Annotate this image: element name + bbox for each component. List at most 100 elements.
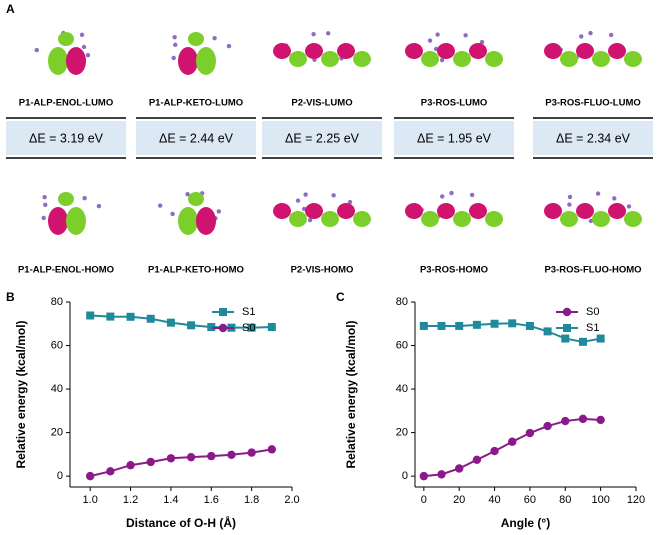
orbital-lobe bbox=[66, 207, 86, 235]
lumo-label: P3-ROS-LUMO bbox=[421, 98, 488, 109]
legend-label: S1 bbox=[242, 306, 255, 318]
atom bbox=[185, 191, 190, 197]
marker bbox=[267, 323, 276, 332]
legend-label: S1 bbox=[586, 322, 599, 334]
orbital-lobe bbox=[485, 51, 503, 67]
atom bbox=[331, 193, 336, 198]
legend-marker bbox=[562, 307, 572, 317]
x-tick-label: 40 bbox=[488, 494, 500, 506]
gap-box bbox=[6, 121, 126, 155]
x-tick-label: 1.4 bbox=[163, 494, 178, 506]
orbital-lobe bbox=[289, 211, 307, 227]
y-tick-label: 0 bbox=[402, 470, 408, 482]
x-tick-label: 1.6 bbox=[204, 494, 219, 506]
orbital-lobe bbox=[353, 211, 371, 227]
atom bbox=[469, 192, 475, 198]
x-tick-label: 100 bbox=[591, 494, 609, 506]
marker bbox=[126, 312, 135, 321]
x-tick-label: 60 bbox=[524, 494, 536, 506]
atom bbox=[172, 34, 177, 40]
orbital-lobe bbox=[273, 43, 291, 59]
marker bbox=[561, 416, 570, 426]
orbital-lobe bbox=[405, 203, 423, 219]
orbital-lobe bbox=[576, 203, 594, 219]
orbital-lobe bbox=[188, 32, 204, 46]
marker bbox=[455, 321, 464, 330]
orbital-lobe bbox=[305, 43, 323, 59]
marker bbox=[106, 312, 115, 321]
atom bbox=[81, 44, 87, 50]
atom bbox=[173, 42, 178, 47]
energy-gap: ΔE = 2.25 eV bbox=[285, 131, 360, 145]
y-tick-label: 80 bbox=[51, 296, 63, 308]
marker bbox=[106, 467, 115, 476]
atom bbox=[449, 190, 454, 196]
atom bbox=[439, 57, 445, 63]
atom bbox=[479, 39, 485, 45]
orbital-lobe bbox=[469, 203, 487, 219]
x-tick-label: 1.0 bbox=[83, 494, 98, 506]
orbital-lobe bbox=[58, 192, 74, 206]
marker bbox=[508, 437, 517, 446]
orbital-lobe bbox=[469, 43, 487, 59]
marker bbox=[472, 455, 482, 464]
x-tick-label: 1.2 bbox=[123, 494, 138, 506]
atom bbox=[588, 218, 594, 224]
atom bbox=[170, 211, 175, 217]
atom bbox=[226, 43, 232, 49]
orbital-lobe bbox=[421, 51, 439, 67]
orbital-lobe bbox=[608, 203, 626, 219]
orbital-image bbox=[34, 30, 91, 75]
atom bbox=[626, 204, 632, 209]
homo-label: P1-ALP-ENOL-HOMO bbox=[18, 265, 114, 276]
atom bbox=[435, 32, 440, 37]
orbital-image bbox=[273, 31, 371, 67]
atom bbox=[157, 203, 163, 208]
x-axis-label: Distance of O-H (Å) bbox=[126, 515, 236, 530]
atom bbox=[85, 52, 91, 58]
atom bbox=[579, 34, 584, 39]
orbital-lobe bbox=[66, 47, 86, 75]
orbital-lobe bbox=[188, 192, 204, 206]
atom bbox=[588, 30, 593, 36]
marker bbox=[86, 311, 95, 320]
atom bbox=[612, 196, 617, 201]
energy-gap: ΔE = 1.95 eV bbox=[417, 131, 492, 145]
y-tick-label: 40 bbox=[51, 383, 63, 395]
orbital-lobe bbox=[196, 207, 216, 235]
marker bbox=[525, 428, 535, 438]
marker bbox=[166, 454, 176, 463]
atom bbox=[34, 47, 39, 53]
gap-box bbox=[394, 121, 514, 155]
series-line bbox=[89, 448, 272, 478]
marker bbox=[207, 323, 216, 332]
orbital-image bbox=[41, 192, 102, 235]
marker bbox=[543, 421, 552, 431]
panel-label: B bbox=[6, 290, 15, 304]
atom bbox=[311, 31, 316, 37]
orbital-image bbox=[405, 190, 503, 227]
marker bbox=[437, 321, 446, 330]
orbital-image bbox=[171, 32, 232, 75]
orbital-lobe bbox=[624, 211, 642, 227]
marker bbox=[525, 321, 534, 330]
orbital-lobe bbox=[624, 51, 642, 67]
marker bbox=[186, 452, 196, 462]
orbital-image bbox=[157, 191, 221, 235]
atom bbox=[79, 32, 85, 37]
atom bbox=[307, 217, 313, 223]
orbital-lobe bbox=[592, 51, 610, 67]
y-tick-label: 20 bbox=[51, 426, 63, 438]
legend-label: S0 bbox=[586, 306, 599, 318]
atom bbox=[295, 198, 301, 203]
marker bbox=[578, 337, 587, 346]
marker bbox=[543, 327, 552, 336]
atom bbox=[463, 33, 468, 38]
atom bbox=[325, 31, 331, 36]
marker bbox=[187, 321, 196, 330]
orbital-lobe bbox=[437, 43, 455, 59]
marker bbox=[490, 446, 499, 456]
atom bbox=[567, 194, 573, 200]
orbital-lobe bbox=[437, 203, 455, 219]
gap-box bbox=[533, 121, 653, 155]
